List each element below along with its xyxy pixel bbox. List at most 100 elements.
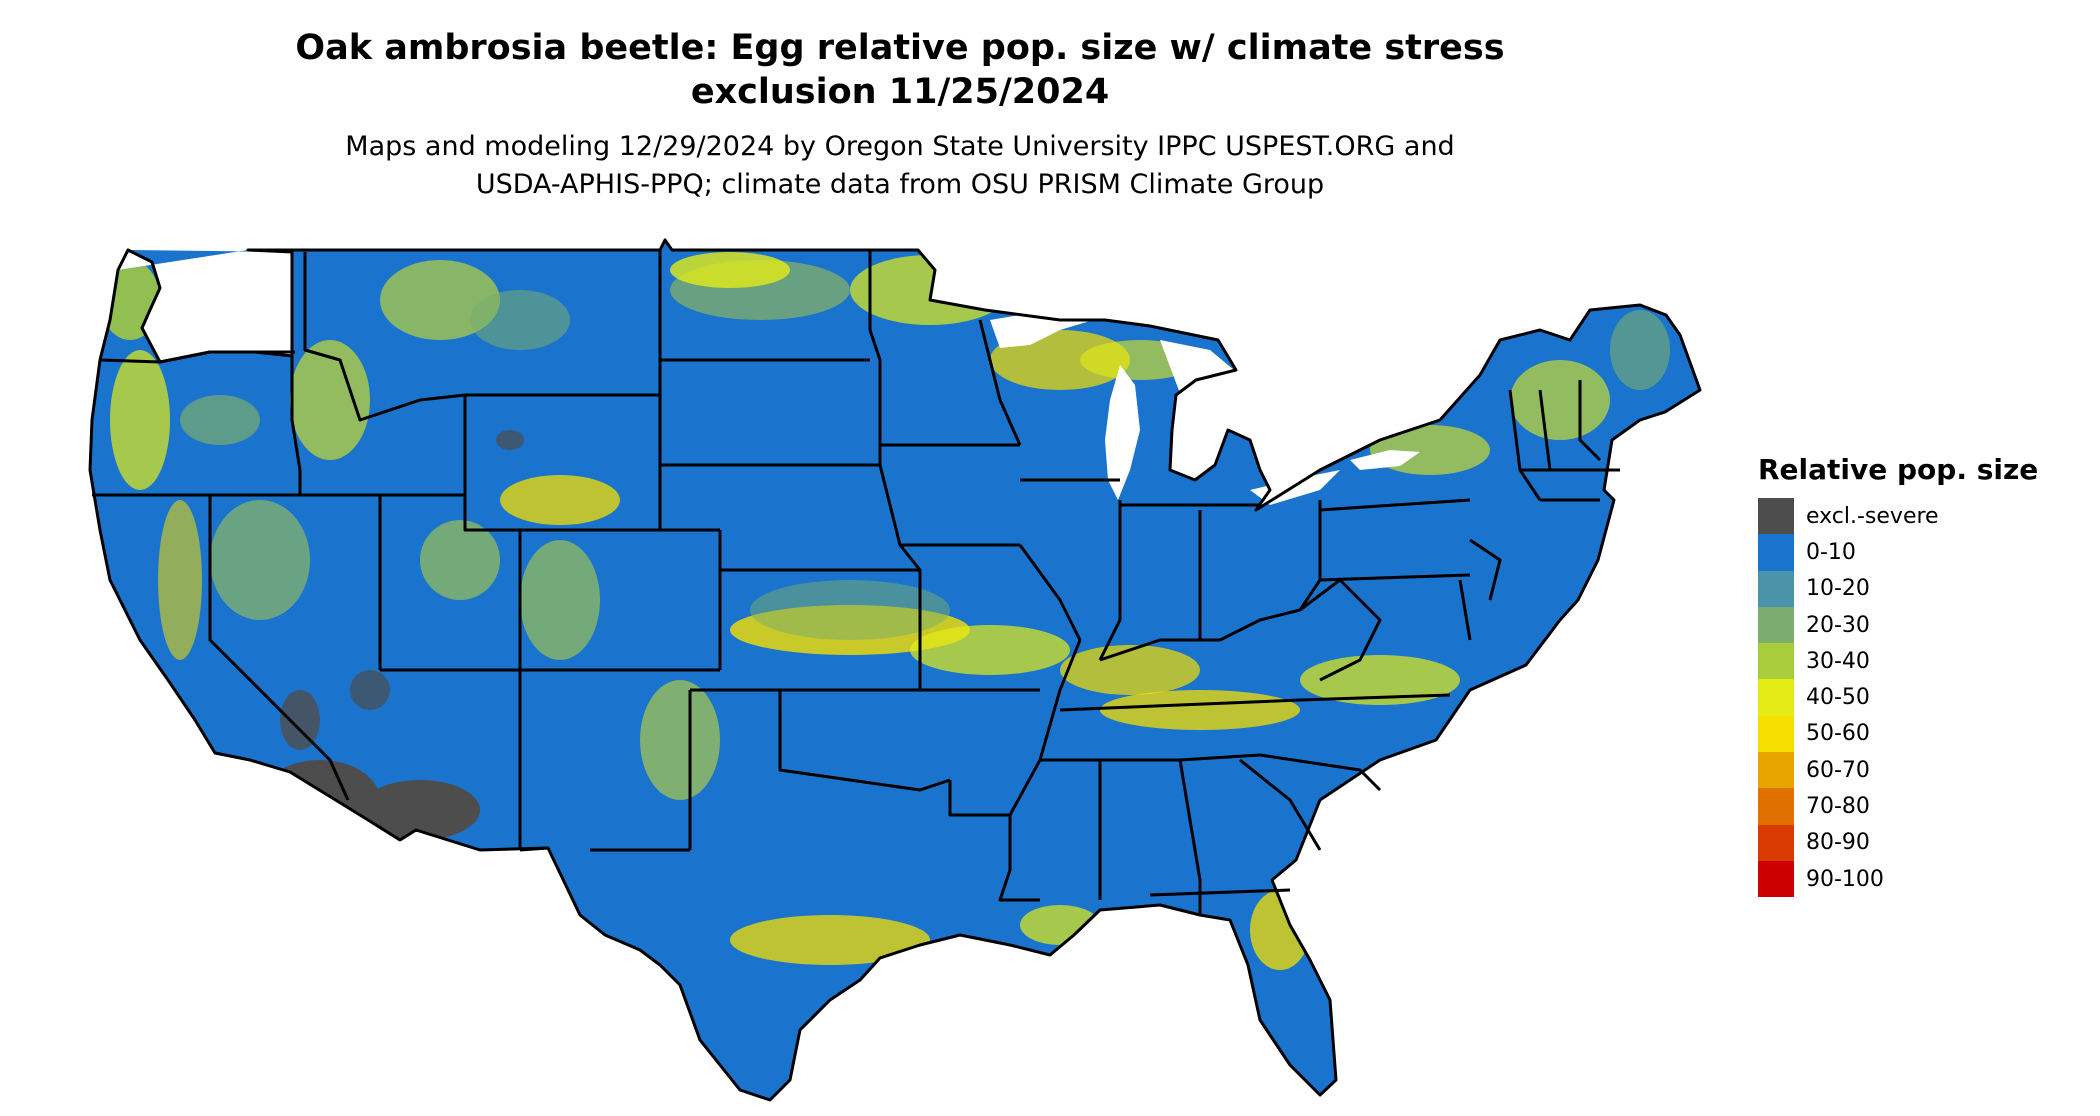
border-ky-north [1099,608,1301,662]
zone-nv-west [210,500,310,620]
us-map [88,238,1702,1102]
border-pa-ny [1319,498,1471,512]
border-ar-la [948,780,1040,902]
zone-ut-north [420,520,500,600]
border-ga-sc [1239,758,1322,851]
border-pa-south [1319,573,1471,582]
zone-sw-excl-4 [350,670,390,710]
zone-wy-grey [496,430,524,450]
zone-me [1610,310,1670,390]
legend-item: 0-10 [1758,534,2038,571]
legend-swatch [1758,534,1794,571]
zone-tx-gulf [730,915,930,965]
legend-item: 50-60 [1758,715,2038,753]
legend-swatch [1758,679,1794,716]
border-il-in [1098,500,1122,661]
border-nc-sc [1259,753,1382,792]
legend-swatch [1758,498,1794,535]
border-nd-mn [868,250,882,465]
zone-vt-nh [1510,360,1610,440]
legend-label: 80-90 [1806,830,1870,856]
zone-ok-west [640,680,720,800]
legend-label: 50-60 [1806,721,1870,747]
zone-sw-excl-2 [360,780,480,840]
zone-ny-band [1370,425,1490,475]
legend-item: 90-100 [1758,860,2038,898]
legend-label: 40-50 [1806,685,1870,711]
legend-swatch [1758,824,1794,861]
zone-or-west [110,350,170,490]
legend-swatch [1758,643,1794,680]
legend-label: 20-30 [1806,612,1870,638]
map-subtitle-line-1: Maps and modeling 12/29/2024 by Oregon S… [345,131,1455,162]
state-borders [88,238,1702,1102]
map-title-line-1: Oak ambrosia beetle: Egg relative pop. s… [295,28,1505,68]
lake-superior [990,298,1120,348]
us-outline [88,238,1702,1102]
zone-id-central [290,340,370,460]
zone-or-central [180,395,260,445]
border-nh-me [1578,380,1602,462]
legend-label: 0-10 [1806,539,1856,565]
legend-item: 80-90 [1758,824,2038,861]
legend-swatch [1758,570,1794,607]
legend-item: 60-70 [1758,752,2038,789]
border-mo-east [1018,544,1082,691]
legend-item: 20-30 [1758,606,2038,644]
legend-swatch [1758,715,1794,753]
zone-nd-yellow [670,252,790,288]
border-vt-nh [1538,389,1552,471]
map-title-line-2: exclusion 11/25/2024 [690,72,1110,112]
border-id-west [290,252,302,495]
legend-label: 10-20 [1806,576,1870,602]
legend-label: 60-70 [1806,757,1870,783]
legend-item: 10-20 [1758,570,2038,607]
zone-co-mts [520,540,600,660]
legend-swatch [1758,606,1794,644]
zone-mt-center [470,290,570,350]
legend-label: 70-80 [1806,794,1870,820]
border-id-mt [303,252,466,422]
border-al-ga [1178,759,1202,915]
border-ky-tn [1059,698,1301,712]
zone-la-coast [1020,905,1100,945]
border-ok-tx [778,690,951,792]
lake-huron [1160,340,1240,445]
zone-sw-excl-1 [260,760,380,840]
border-ca-nv [208,495,350,801]
border-md-de [1458,579,1472,641]
zone-tn-band [1100,690,1300,730]
legend-swatch [1758,752,1794,789]
zone-va-band [1300,655,1460,705]
legend-label: 90-100 [1806,866,1884,892]
map-subtitle-line-2: USDA-APHIS-PPQ; climate data from OSU PR… [475,169,1325,200]
zone-ky-band [1060,645,1200,695]
legend: Relative pop. size excl.-severe 0-10 10-20… [1758,452,2039,898]
legend-swatch [1758,788,1794,825]
legend-title: Relative pop. size [1758,453,2039,486]
border-va-nc [1299,693,1451,702]
legend-swatch [1758,860,1794,898]
zone-ks-green [750,580,950,640]
border-nj [1469,538,1502,601]
zone-sw-excl-3 [280,690,320,750]
border-mn-wi [978,319,1022,446]
legend-item: excl.-severe [1758,498,2038,535]
lake-michigan [1105,365,1140,500]
us-landmass [90,240,1700,1100]
lake-erie [1250,470,1340,505]
legend-label: 30-40 [1806,648,1870,674]
zone-mo-band [910,625,1070,675]
zone-ca-sierra [158,500,202,660]
legend-item: 30-40 [1758,643,2038,680]
legend-items: excl.-severe 0-10 10-20 20-30 30-40 40-50 50-6… [1758,498,2038,898]
lake-ontario [1350,450,1420,470]
border-ia-west [878,464,922,690]
border-wv [1299,578,1382,682]
legend-item: 40-50 [1758,679,2038,716]
legend-item: 70-80 [1758,788,2038,825]
border-ga-fl [1149,888,1291,897]
border-nm-tx [519,846,549,852]
legend-label: excl.-severe [1806,503,1939,529]
map-title: Oak ambrosia beetle: Egg relative pop. s… [0,26,1800,114]
